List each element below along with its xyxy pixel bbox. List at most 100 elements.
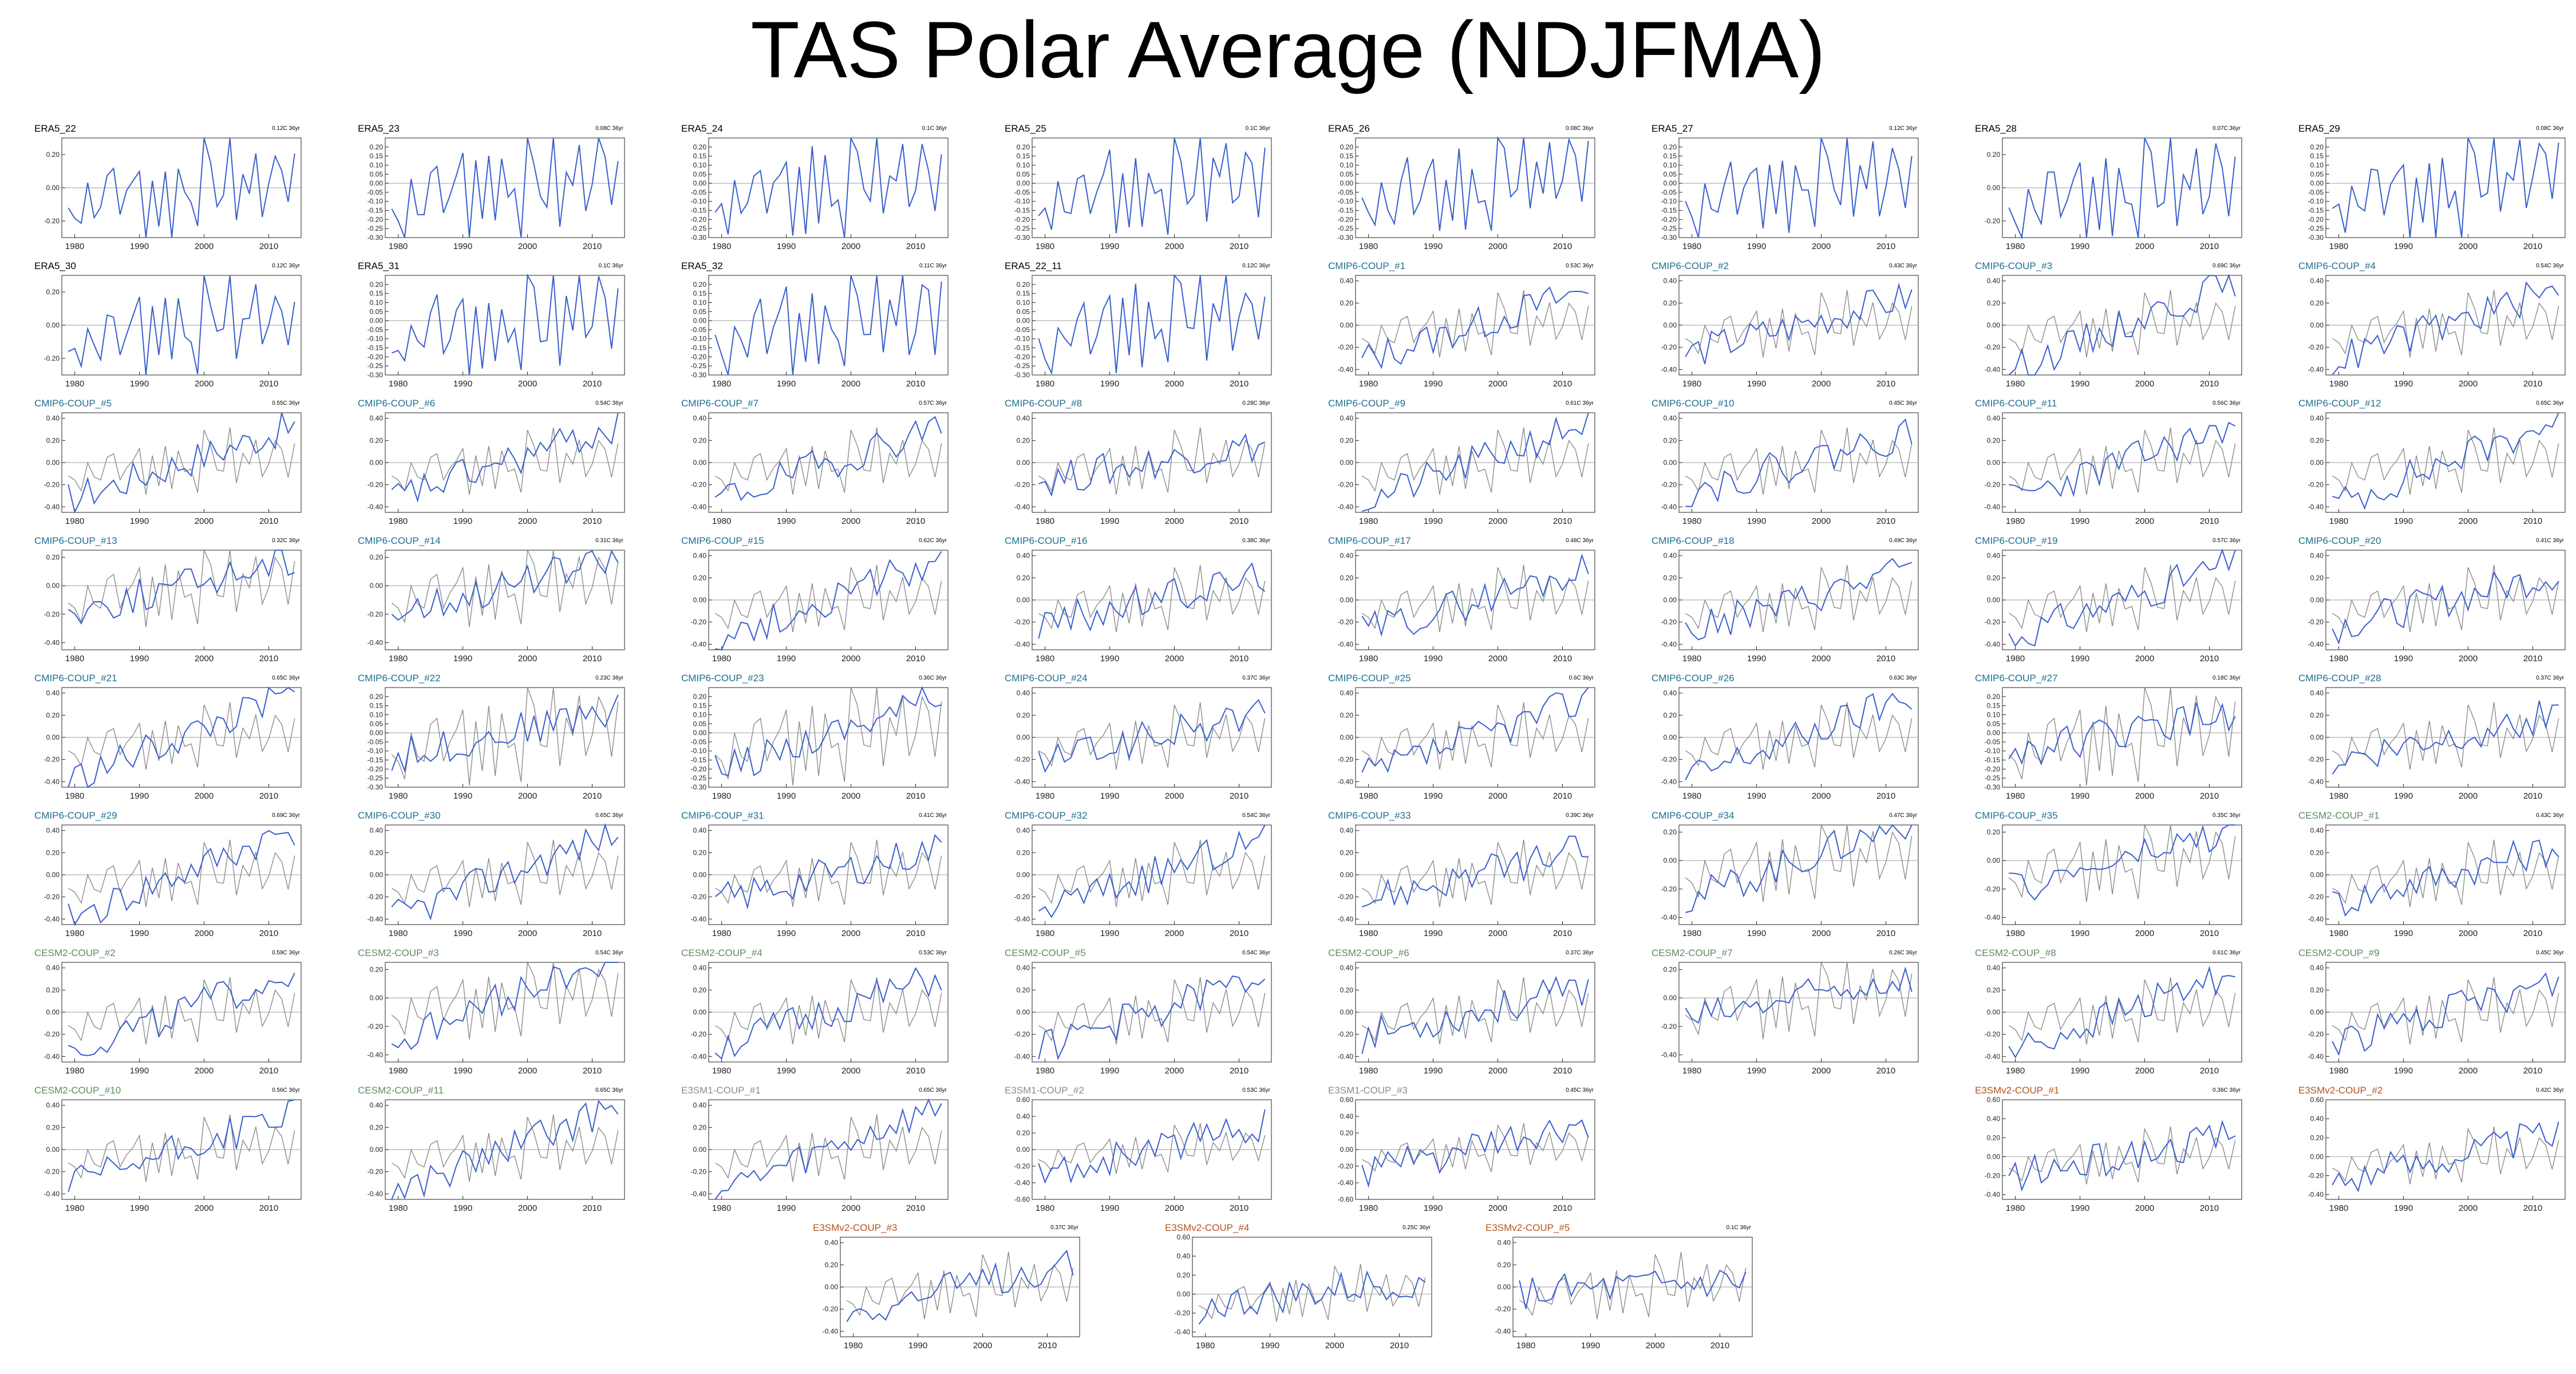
x-tick-label: 2000 bbox=[1646, 1341, 1665, 1351]
panel-trend-label: 0.08C 36yr bbox=[595, 125, 623, 132]
plot-frame bbox=[2325, 1099, 2566, 1200]
model-series-line bbox=[2332, 412, 2559, 510]
line-chart: 0.200.150.100.050.00-0.05-0.10-0.15-0.20… bbox=[368, 137, 625, 251]
y-tick-label: 0.00 bbox=[1664, 179, 1677, 187]
y-tick-label: 0.10 bbox=[370, 710, 384, 718]
chart-panel: CMIP6-COUP_#7 0.57C 36yr 0.40 0.20 0.00 -0.20… bbox=[681, 398, 950, 530]
model-series-line bbox=[1038, 562, 1266, 639]
x-tick-label: 1990 bbox=[777, 929, 796, 938]
obs-series-line bbox=[391, 839, 619, 907]
x-tick-label: 1980 bbox=[389, 929, 408, 938]
y-tick-label: -0.25 bbox=[368, 362, 384, 370]
x-tick-label: 2010 bbox=[1553, 1203, 1572, 1213]
panel-trend-label: 0.48C 36yr bbox=[1566, 538, 1594, 544]
y-tick-label: -0.20 bbox=[691, 765, 707, 773]
x-tick-label: 2000 bbox=[195, 379, 214, 389]
x-tick-label: 2010 bbox=[259, 379, 278, 389]
line-chart: 0.200.150.100.050.00-0.05-0.10-0.15-0.20… bbox=[691, 137, 949, 251]
y-tick-label: 0.20 bbox=[1664, 574, 1677, 582]
panel-title: CESM2-COUP_#10 bbox=[34, 1085, 121, 1096]
y-tick-label: 0.00 bbox=[2310, 321, 2324, 329]
y-tick-label: 0.20 bbox=[1340, 1129, 1354, 1137]
x-tick-label: 2010 bbox=[259, 929, 278, 938]
y-tick-label: -0.20 bbox=[1985, 1172, 2001, 1180]
chart-panel: CESM2-COUP_#2 0.59C 36yr 0.40 0.20 0.00 -0.20… bbox=[34, 947, 303, 1079]
y-tick-label: 0.05 bbox=[1664, 170, 1677, 178]
line-chart: 0.200.150.100.050.00-0.05-0.10-0.15-0.20… bbox=[1985, 687, 2242, 801]
model-series-line bbox=[1198, 1270, 1426, 1325]
y-tick-label: -0.40 bbox=[691, 1052, 707, 1060]
y-tick-label: 0.00 bbox=[46, 459, 60, 467]
x-tick-label: 2010 bbox=[583, 1203, 602, 1213]
y-tick-label: -0.20 bbox=[823, 1305, 839, 1313]
y-tick-label: -0.20 bbox=[1661, 215, 1677, 223]
y-tick-label: -0.40 bbox=[1661, 365, 1677, 373]
y-tick-label: -0.20 bbox=[368, 893, 384, 901]
y-tick-label: 0.00 bbox=[1987, 184, 2001, 192]
chart-panel: E3SMv2-COUP_#2 0.42C 36yr 0.60 0.40 0.20 0.00… bbox=[2298, 1085, 2567, 1217]
y-tick-label: -0.25 bbox=[2308, 224, 2324, 232]
y-tick-label: -0.20 bbox=[1014, 756, 1030, 764]
y-tick-label: 0.40 bbox=[2310, 689, 2324, 697]
model-series-line bbox=[391, 273, 619, 376]
model-series-line bbox=[1685, 693, 1913, 781]
panel-trend-label: 0.1C 36yr bbox=[1726, 1225, 1751, 1231]
y-tick-label: 0.20 bbox=[46, 848, 60, 856]
chart-panel: CMIP6-COUP_#35 0.35C 36yr 0.20 0.00 -0.20 -0.… bbox=[1975, 810, 2244, 942]
x-tick-label: 1990 bbox=[453, 654, 472, 664]
x-tick-label: 2000 bbox=[1488, 791, 1507, 801]
panel-title: CMIP6-COUP_#21 bbox=[34, 673, 117, 684]
panel-trend-label: 0.55C 36yr bbox=[272, 400, 300, 406]
panel-trend-label: 0.54C 36yr bbox=[2536, 263, 2564, 269]
y-tick-label: -0.30 bbox=[368, 783, 384, 791]
model-series-line bbox=[68, 973, 295, 1056]
plot-frame bbox=[1678, 824, 1919, 925]
x-tick-label: 1990 bbox=[1100, 516, 1119, 526]
y-tick-label: 0.15 bbox=[370, 702, 384, 710]
y-tick-label: 0.00 bbox=[1017, 871, 1030, 879]
y-tick-label: -0.40 bbox=[44, 777, 60, 785]
x-tick-label: 1980 bbox=[1359, 516, 1378, 526]
model-series-line bbox=[714, 834, 942, 910]
obs-series-line bbox=[2332, 1126, 2559, 1185]
line-chart: 0.40 0.20 0.00 -0.20 -0.40 1980 1990 2000 2010 bbox=[1338, 275, 1595, 389]
y-tick-label: -0.05 bbox=[1014, 326, 1030, 334]
model-series-line bbox=[846, 1249, 1074, 1322]
chart-panel: CMIP6-COUP_#17 0.48C 36yr 0.40 0.20 0.00 -0.2… bbox=[1328, 535, 1597, 667]
y-tick-label: 0.05 bbox=[370, 170, 384, 178]
x-tick-label: 2010 bbox=[1553, 242, 1572, 251]
x-tick-label: 2010 bbox=[1390, 1341, 1409, 1351]
panel-trend-label: 0.37C 36yr bbox=[1242, 675, 1270, 681]
y-tick-label: 0.20 bbox=[1017, 986, 1030, 994]
y-tick-label: -0.05 bbox=[368, 326, 384, 334]
y-tick-label: 0.00 bbox=[2310, 459, 2324, 467]
y-tick-label: 0.20 bbox=[693, 693, 707, 701]
y-tick-label: 0.20 bbox=[1664, 436, 1677, 444]
y-tick-label: 0.15 bbox=[2310, 152, 2324, 160]
y-tick-label: 0.00 bbox=[1340, 1146, 1354, 1154]
y-tick-label: 0.20 bbox=[370, 553, 384, 561]
x-tick-label: 1980 bbox=[1682, 654, 1701, 664]
line-chart: 0.40 0.20 0.00 -0.20 -0.40 1980 1990 2000 2010 bbox=[44, 1099, 302, 1213]
y-tick-label: 0.00 bbox=[1340, 179, 1354, 187]
y-tick-label: -0.25 bbox=[368, 774, 384, 782]
y-tick-label: -0.05 bbox=[1661, 188, 1677, 196]
line-chart: 0.40 0.20 0.00 -0.20 -0.40 1980 1990 2000 2010 bbox=[1338, 412, 1595, 526]
model-series-line bbox=[2332, 1122, 2559, 1193]
x-tick-label: 2000 bbox=[1165, 791, 1184, 801]
model-series-line bbox=[1038, 1109, 1266, 1184]
y-tick-label: -0.20 bbox=[1338, 893, 1354, 901]
panel-trend-label: 0.25C 36yr bbox=[1402, 1225, 1431, 1231]
y-tick-label: -0.40 bbox=[1338, 365, 1354, 373]
model-series-line bbox=[714, 967, 942, 1060]
x-tick-label: 2010 bbox=[1230, 242, 1249, 251]
y-tick-label: 0.00 bbox=[1017, 1146, 1030, 1154]
y-tick-label: 0.10 bbox=[1017, 298, 1030, 306]
line-chart: 0.60 0.40 0.20 0.00 -0.20 -0.40 1980 1990 2000 20… bbox=[1985, 1096, 2242, 1213]
x-tick-label: 1980 bbox=[1516, 1341, 1535, 1351]
x-tick-label: 1990 bbox=[1100, 791, 1119, 801]
y-tick-label: -0.20 bbox=[1014, 353, 1030, 361]
y-tick-label: -0.10 bbox=[691, 335, 707, 343]
x-tick-label: 1990 bbox=[1747, 1066, 1766, 1076]
y-tick-label: 0.20 bbox=[1340, 143, 1354, 151]
